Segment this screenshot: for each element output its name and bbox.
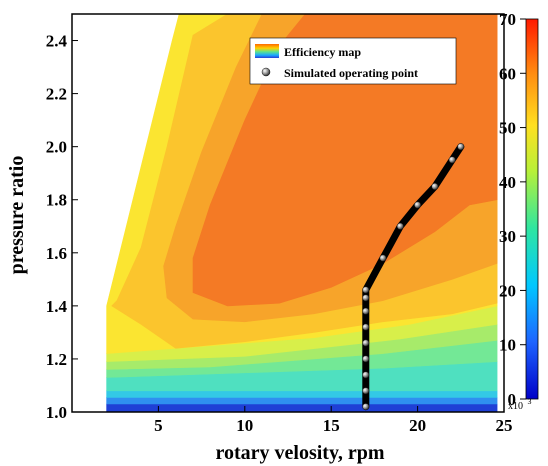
legend-box [249,37,457,85]
y-tick-label-7: 2.4 [46,32,68,51]
x-tick-label-0: 5 [154,416,163,435]
operating-point-0 [362,403,370,411]
operating-point-1 [362,387,370,395]
y-axis: 1.0 1.2 1.4 1.6 1.8 2.0 2.2 2.4 [46,32,78,422]
y-tick-label-4: 1.8 [46,191,67,210]
x-axis-label: rotary velosity, rpm [215,442,384,464]
operating-point-9 [379,254,387,262]
legend: Efficiency map Simulated operating point [249,37,457,85]
colorbar-tick-label-1: 10 [499,336,516,355]
y-tick-label-1: 1.2 [46,350,67,369]
operating-point-5 [362,323,370,331]
legend-label-efficiency: Efficiency map [284,45,361,59]
colorbar-tick-label-0: 0 [508,390,517,409]
operating-point-3 [362,355,370,363]
colorbar-tick-label-4: 40 [499,173,516,192]
operating-point-2 [362,371,370,379]
efficiency-contour-level-8 [106,397,498,405]
colorbar [525,18,539,400]
efficiency-map [106,14,498,412]
efficiency-contour-level-2 [106,403,498,412]
legend-label-operating-point: Simulated operating point [284,66,418,80]
efficiency-contour-level-67 [192,14,498,307]
operating-point-6 [362,307,370,315]
x-tick-label-4: 25 [496,416,513,435]
x-tick-label-1: 10 [236,416,253,435]
x-axis: 5 10 15 20 25 [154,406,513,435]
colorbar-tick-label-7: 70 [499,10,516,29]
plot-frame [71,13,505,413]
colorbar-tick-label-2: 20 [499,281,516,300]
colorbar-ticks: 0 10 20 30 40 50 60 70 [499,10,526,409]
x-tick-label-2: 15 [323,416,340,435]
operating-point-8 [362,286,370,294]
operating-point-11 [414,201,421,209]
colorbar-tick-label-3: 30 [499,227,516,246]
legend-swatch-efficiency [255,44,279,58]
y-tick-label-2: 1.4 [46,297,68,316]
operating-point-7 [362,294,370,302]
operating-point-12 [431,183,439,190]
colorbar-tick-label-5: 50 [499,119,516,138]
y-axis-label: pressure ratio [6,156,28,275]
y-tick-label-3: 1.6 [46,244,67,263]
operating-points [362,143,465,411]
operating-point-4 [362,339,370,347]
operating-point-10 [396,222,404,230]
y-tick-label-5: 2.0 [46,138,67,157]
x-tick-label-3: 20 [409,416,426,435]
operating-point-14 [457,143,465,151]
legend-marker-operating-point [261,67,271,77]
operating-point-13 [448,156,456,164]
colorbar-multiplier: x10 3 [508,397,532,412]
colorbar-tick-label-6: 60 [499,64,516,83]
y-tick-label-6: 2.2 [46,85,67,104]
efficiency-contour-level-15 [106,390,498,398]
y-tick-label-0: 1.0 [46,403,67,422]
